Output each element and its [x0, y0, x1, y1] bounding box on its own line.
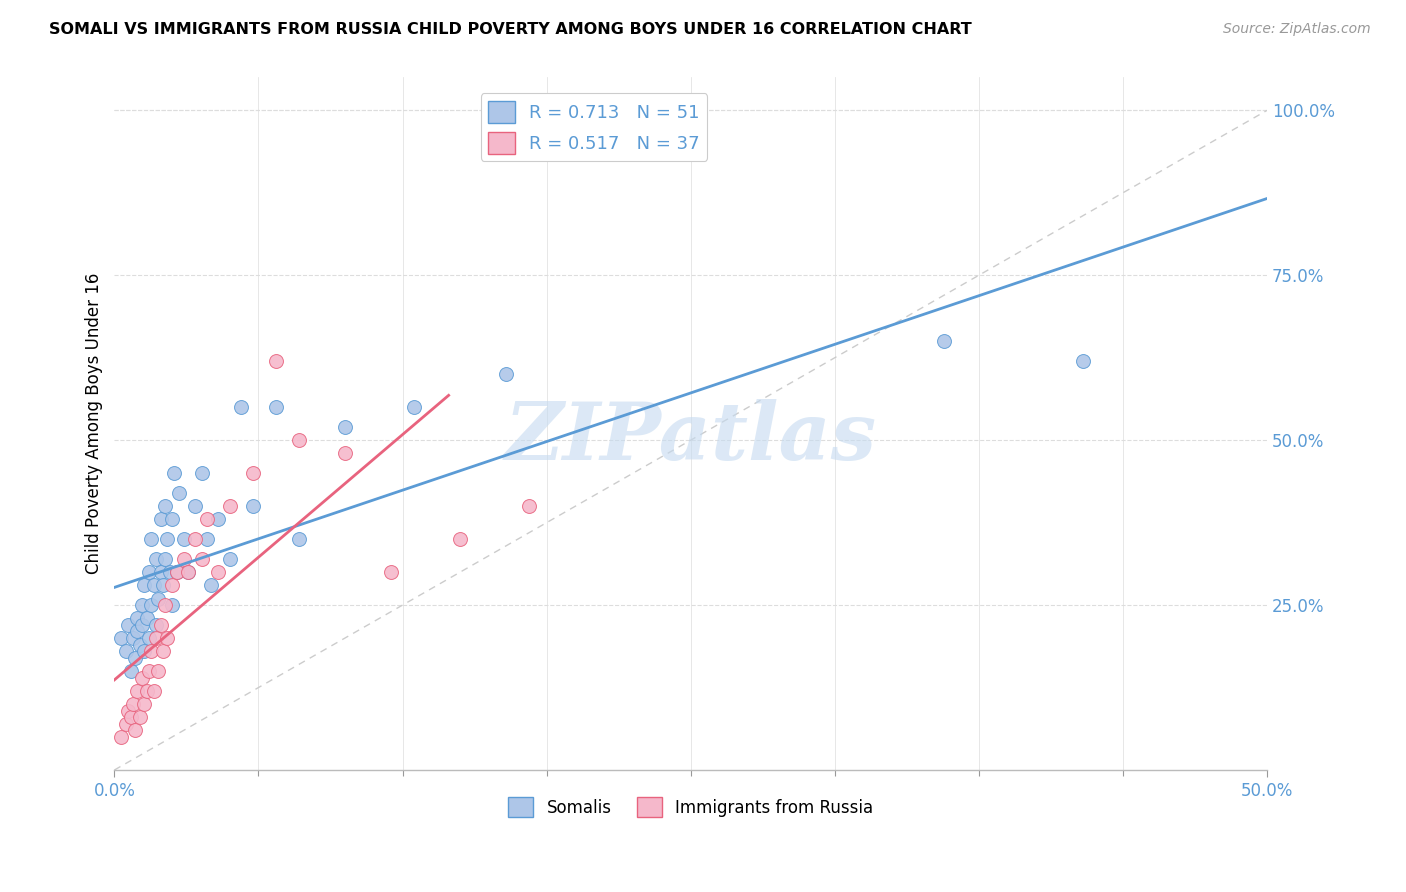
Point	[145, 631, 167, 645]
Point	[195, 512, 218, 526]
Point	[152, 644, 174, 658]
Point	[110, 730, 132, 744]
Point	[200, 578, 222, 592]
Point	[127, 683, 149, 698]
Point	[380, 565, 402, 579]
Point	[167, 486, 190, 500]
Point	[141, 644, 163, 658]
Point	[117, 704, 139, 718]
Point	[131, 671, 153, 685]
Point	[288, 532, 311, 546]
Point	[115, 716, 138, 731]
Y-axis label: Child Poverty Among Boys Under 16: Child Poverty Among Boys Under 16	[86, 273, 103, 574]
Point	[264, 354, 287, 368]
Point	[207, 565, 229, 579]
Point	[242, 499, 264, 513]
Point	[163, 466, 186, 480]
Point	[138, 664, 160, 678]
Point	[166, 565, 188, 579]
Point	[138, 565, 160, 579]
Point	[121, 631, 143, 645]
Point	[166, 565, 188, 579]
Point	[153, 499, 176, 513]
Point	[145, 552, 167, 566]
Point	[134, 697, 156, 711]
Point	[152, 578, 174, 592]
Point	[564, 129, 586, 144]
Point	[159, 565, 181, 579]
Point	[134, 644, 156, 658]
Text: Source: ZipAtlas.com: Source: ZipAtlas.com	[1223, 22, 1371, 37]
Point	[115, 644, 138, 658]
Point	[138, 631, 160, 645]
Point	[191, 552, 214, 566]
Point	[495, 368, 517, 382]
Point	[120, 664, 142, 678]
Point	[128, 710, 150, 724]
Point	[1071, 354, 1094, 368]
Point	[149, 618, 172, 632]
Point	[128, 638, 150, 652]
Point	[120, 710, 142, 724]
Point	[173, 552, 195, 566]
Point	[156, 631, 179, 645]
Point	[218, 499, 240, 513]
Point	[195, 532, 218, 546]
Point	[131, 598, 153, 612]
Point	[149, 512, 172, 526]
Point	[402, 401, 425, 415]
Point	[153, 598, 176, 612]
Point	[127, 624, 149, 639]
Point	[124, 723, 146, 738]
Point	[117, 618, 139, 632]
Point	[934, 334, 956, 349]
Point	[149, 565, 172, 579]
Point	[141, 532, 163, 546]
Point	[142, 683, 165, 698]
Point	[124, 651, 146, 665]
Point	[207, 512, 229, 526]
Point	[134, 578, 156, 592]
Point	[131, 618, 153, 632]
Point	[517, 499, 540, 513]
Point	[231, 401, 253, 415]
Point	[127, 611, 149, 625]
Text: SOMALI VS IMMIGRANTS FROM RUSSIA CHILD POVERTY AMONG BOYS UNDER 16 CORRELATION C: SOMALI VS IMMIGRANTS FROM RUSSIA CHILD P…	[49, 22, 972, 37]
Point	[184, 499, 207, 513]
Point	[121, 697, 143, 711]
Legend: Somalis, Immigrants from Russia: Somalis, Immigrants from Russia	[502, 790, 880, 824]
Point	[160, 598, 183, 612]
Point	[153, 552, 176, 566]
Point	[156, 532, 179, 546]
Point	[110, 631, 132, 645]
Point	[148, 591, 170, 606]
Point	[264, 401, 287, 415]
Text: ZIPatlas: ZIPatlas	[505, 399, 877, 476]
Point	[173, 532, 195, 546]
Point	[218, 552, 240, 566]
Point	[160, 578, 183, 592]
Point	[141, 598, 163, 612]
Point	[288, 434, 311, 448]
Point	[333, 446, 356, 460]
Point	[242, 466, 264, 480]
Point	[135, 611, 157, 625]
Point	[135, 683, 157, 698]
Point	[449, 532, 471, 546]
Point	[333, 420, 356, 434]
Point	[145, 618, 167, 632]
Point	[177, 565, 200, 579]
Point	[191, 466, 214, 480]
Point	[177, 565, 200, 579]
Point	[142, 578, 165, 592]
Point	[184, 532, 207, 546]
Point	[148, 664, 170, 678]
Point	[160, 512, 183, 526]
